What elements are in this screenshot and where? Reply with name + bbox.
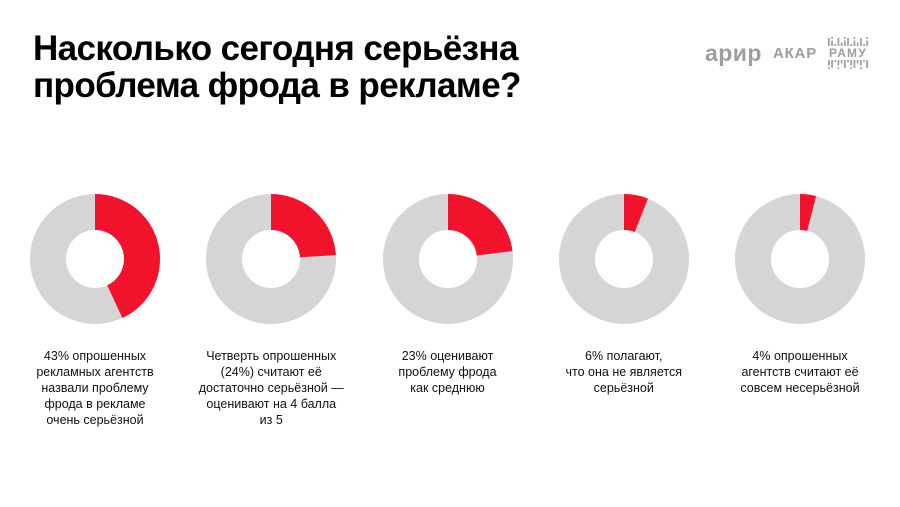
donut-chart-1 [30, 194, 160, 324]
donut-chart-3 [382, 194, 513, 324]
donut-caption-3: 23% оценивают проблему фрода как среднюю [398, 349, 497, 395]
chart-column-5: 4% опрошенных агентств считают её совсем… [715, 194, 885, 428]
donut-chart-2 [206, 194, 337, 324]
ramu-logo-text: РАМУ [829, 46, 867, 60]
logo-group: арир АКАР [705, 37, 868, 69]
chart-column-3: 23% оценивают проблему фрода как среднюю [363, 194, 533, 428]
donut-caption-2: Четверть опрошенных (24%) считают её дос… [198, 349, 344, 427]
donut-chart-4 [558, 194, 689, 324]
charts-row: 43% опрошенных рекламных агентств назвал… [0, 194, 900, 428]
chart-column-1: 43% опрошенных рекламных агентств назвал… [10, 194, 180, 428]
ramu-dashes-bottom-icon [828, 60, 868, 69]
donut-caption-4: 6% полагают, что она не является серьёзн… [565, 349, 682, 395]
page-title: Насколько сегодня серьёзна проблема фрод… [33, 29, 521, 105]
chart-column-2: Четверть опрошенных (24%) считают её дос… [186, 194, 356, 428]
chart-column-4: 6% полагают, что она не является серьёзн… [539, 194, 709, 428]
ramu-logo: РАМУ [828, 37, 868, 69]
header: Насколько сегодня серьёзна проблема фрод… [0, 0, 900, 104]
arir-logo: арир [704, 39, 762, 66]
ramu-dashes-top-icon [828, 37, 868, 46]
donut-caption-1: 43% опрошенных рекламных агентств назвал… [36, 349, 154, 427]
donut-caption-5: 4% опрошенных агентств считают её совсем… [740, 349, 860, 395]
donut-chart-5 [735, 194, 865, 324]
akar-logo: АКАР [772, 44, 817, 62]
